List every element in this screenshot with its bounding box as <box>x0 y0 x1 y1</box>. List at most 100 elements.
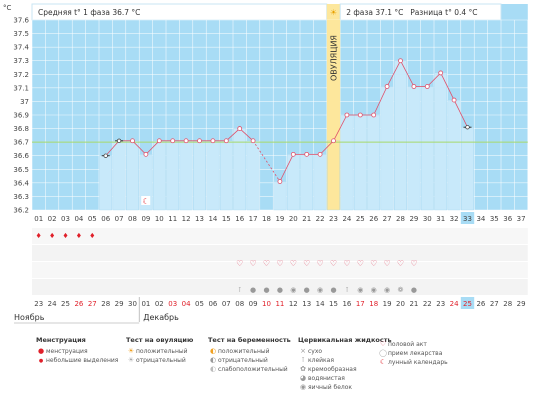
temp-bar <box>219 140 233 211</box>
temp-line-segment <box>145 140 160 155</box>
fluid-icon: ◉ <box>371 286 377 294</box>
fluid-icon: ◉ <box>384 286 390 294</box>
cycle-day-label: 37 <box>517 215 526 223</box>
cycle-day-label: 36 <box>503 215 512 223</box>
calendar-date: 26 <box>74 300 83 308</box>
temp-line-segment <box>453 99 468 128</box>
legend-other-2: прием лекарства <box>388 350 443 357</box>
legend-menses-2: небольшие выделения <box>46 357 119 364</box>
temp-point <box>223 138 229 144</box>
chart-svg: ☀ °C Средняя t° 1 фаза 36.7 °C 2 фаза 37.1 … <box>3 3 529 324</box>
y-tick: 37.1 <box>13 84 29 92</box>
cycle-day-label: 05 <box>88 215 97 223</box>
temp-line-segment <box>226 128 240 142</box>
temp-line-segment <box>400 60 415 87</box>
fluid-icon: ● <box>411 286 417 294</box>
drop-icon: ● <box>37 347 45 355</box>
preg-positive-icon: ◐ <box>209 347 217 355</box>
temp-point <box>210 138 216 144</box>
temp-bar <box>206 140 220 211</box>
temp-bar <box>434 72 448 211</box>
cycle-day-label: 11 <box>168 215 177 223</box>
calendar-date: 29 <box>115 300 124 308</box>
calendar-date: 26 <box>476 300 485 308</box>
temp-bar <box>152 140 166 211</box>
temp-bar <box>340 114 354 211</box>
legend-menses-title: Менструация <box>36 336 86 344</box>
legend-fluid-3: кремообразная <box>308 366 357 373</box>
y-tick: 36.3 <box>13 193 29 201</box>
temp-point <box>103 153 108 158</box>
cycle-day-label: 10 <box>155 215 164 223</box>
symbol-row <box>32 262 528 278</box>
temp-line-segment <box>239 128 254 142</box>
cycle-day-label: 22 <box>316 215 325 223</box>
y-tick: 36.9 <box>13 112 29 120</box>
calendar-date: 04 <box>182 300 191 308</box>
cycle-day-label: 33 <box>463 215 472 223</box>
y-tick: 36.8 <box>13 125 29 133</box>
temp-line-segment <box>427 72 441 87</box>
month-dec: Декабрь <box>143 313 179 322</box>
calendar-date: 24 <box>48 300 57 308</box>
legend-fluid-4: водянистая <box>308 375 345 382</box>
temp-point <box>371 112 377 118</box>
menses-drop-icon: ♦ <box>49 232 55 240</box>
heart-icon: ♡ <box>343 259 350 268</box>
calendar-date: 21 <box>409 300 418 308</box>
legend-ovu-2: отрицательный <box>136 357 186 364</box>
y-tick: 37.4 <box>13 44 29 52</box>
legend-other: ♡ половой акт ◯прием лекарства ☾ лунный ка… <box>378 340 448 367</box>
legend-fluid: Цервикальная жидкость × сухо ⊺ клейкая ✿ кр… <box>298 336 392 392</box>
calendar-date: 09 <box>249 300 258 308</box>
calendar-date: 27 <box>490 300 499 308</box>
sun-positive-icon: ☀ <box>127 347 135 355</box>
cycle-day-label: 15 <box>222 215 231 223</box>
temp-point <box>237 126 243 131</box>
moon-icon: ☾ <box>379 358 387 366</box>
phase1-label: Средняя t° 1 фаза 36.7 °C <box>38 8 140 17</box>
y-tick: 37.3 <box>13 57 29 65</box>
legend-preg-title: Тест на беременность <box>208 336 291 344</box>
temp-bar <box>126 140 139 211</box>
y-tick: 36.5 <box>13 166 29 174</box>
temp-line-segment <box>386 60 401 87</box>
temp-point <box>197 138 202 144</box>
temp-point <box>317 151 323 157</box>
y-tick: 37.5 <box>13 30 29 38</box>
temp-point <box>304 151 310 157</box>
cycle-day-label: 27 <box>383 215 392 223</box>
y-tick: 37 <box>20 98 29 106</box>
ovulation-label: ОВУЛЯЦИЯ <box>330 35 339 81</box>
temp-bar <box>367 114 381 211</box>
month-nov: Ноябрь <box>14 313 45 322</box>
fluid-icon: ⊺ <box>345 286 349 294</box>
temp-point <box>143 151 149 157</box>
cycle-day-label: 02 <box>48 215 57 223</box>
cycle-day-label: 01 <box>34 215 43 223</box>
legend-preg-2: отрицательный <box>218 357 268 364</box>
cycle-day-label: 12 <box>182 215 191 223</box>
cycle-day-label: 26 <box>369 215 378 223</box>
heart-icon: ♡ <box>290 259 297 268</box>
temp-point <box>116 138 122 143</box>
menses-drop-icon: ♦ <box>89 232 95 240</box>
cycle-day-label: 24 <box>342 215 351 223</box>
temp-line-segment <box>440 72 455 101</box>
legend-preg-1: положительный <box>218 348 270 355</box>
legend-preg-3: слабоположительный <box>218 366 288 373</box>
current-date-highlight <box>460 297 475 309</box>
fluid-icon: ● <box>277 286 283 294</box>
temp-bar <box>327 140 340 211</box>
temp-bar <box>300 154 314 211</box>
temp-bar <box>99 155 113 211</box>
calendar-date: 24 <box>450 300 459 308</box>
calendar-date: 30 <box>128 300 137 308</box>
temp-bar <box>233 128 247 211</box>
cycle-day-label: 31 <box>436 215 445 223</box>
heart-icon: ♡ <box>330 259 337 268</box>
cycle-day-label: 29 <box>409 215 418 223</box>
legend-preg-test: Тест на беременность ◐ положительный ◐ отр… <box>208 336 291 374</box>
symbol-row <box>32 245 528 261</box>
